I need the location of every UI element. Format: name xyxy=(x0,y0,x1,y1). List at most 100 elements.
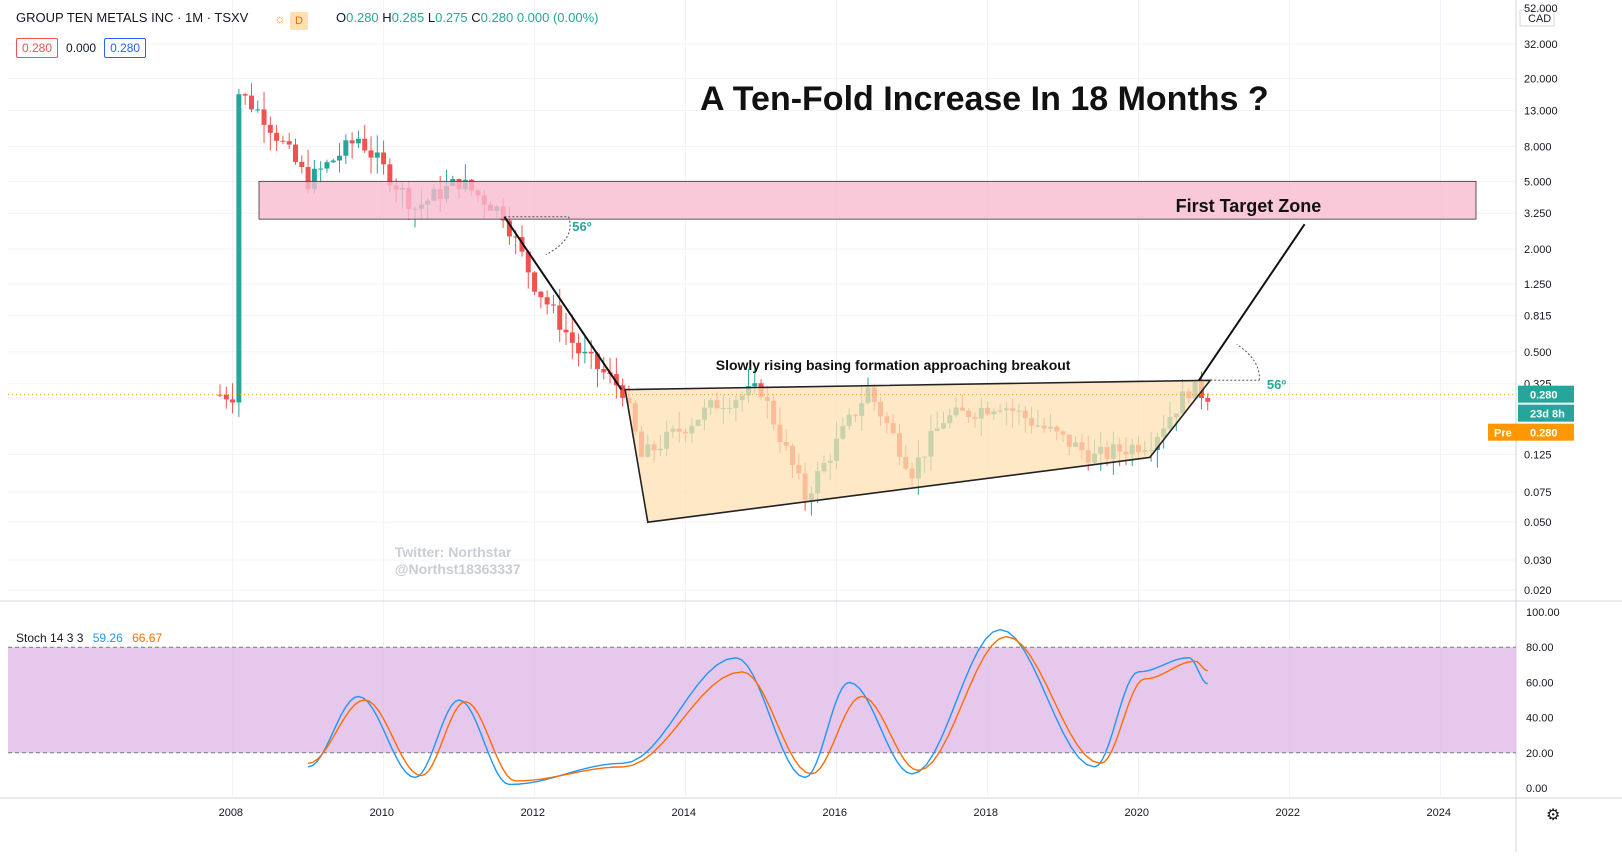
candle-body xyxy=(601,369,607,373)
candle-body xyxy=(387,164,393,186)
candle-body xyxy=(355,138,361,144)
candle xyxy=(525,250,531,289)
time-tick-label: 2010 xyxy=(370,807,394,819)
candle-body xyxy=(525,251,531,273)
price-tick-label: 0.125 xyxy=(1524,449,1552,461)
candle-body xyxy=(752,383,758,387)
market-session-icon: ☼ xyxy=(274,11,286,26)
candle-body xyxy=(337,155,343,161)
basing-formation[interactable] xyxy=(624,379,1212,524)
candle-body xyxy=(368,150,374,158)
candle-body xyxy=(620,385,626,398)
time-tick-label: 2008 xyxy=(219,807,243,819)
angle-label: 56º xyxy=(572,219,591,234)
stoch-band xyxy=(8,647,1516,753)
candle xyxy=(532,271,538,296)
candle-body xyxy=(280,140,286,142)
stoch-name[interactable]: Stoch 14 3 3 xyxy=(16,631,84,645)
candle xyxy=(337,143,343,173)
time-tick-label: 2014 xyxy=(672,807,696,819)
candle xyxy=(374,135,380,174)
price-tick-label: 13.000 xyxy=(1524,106,1558,118)
ask-box[interactable]: 0.280 xyxy=(104,38,147,58)
symbol-title[interactable]: GROUP TEN METALS INC · 1M · TSXV xyxy=(16,10,249,25)
low-value: 0.275 xyxy=(435,10,468,25)
angle-arc xyxy=(1236,343,1260,381)
open-value: 0.280 xyxy=(346,10,379,25)
bid-box[interactable]: 0.280 xyxy=(16,38,59,58)
candle-body xyxy=(594,353,600,370)
candle xyxy=(267,116,273,151)
candle xyxy=(569,314,575,360)
close-value: 0.280 xyxy=(480,10,514,25)
candle-body xyxy=(292,144,298,162)
candle-body xyxy=(538,291,544,298)
price-tick-label: 0.030 xyxy=(1524,555,1552,567)
stoch-tick-label: 60.00 xyxy=(1526,677,1554,689)
basing-label: Slowly rising basing formation approachi… xyxy=(716,357,1071,373)
stoch-d-value: 66.67 xyxy=(132,631,163,645)
spread-value: 0.000 xyxy=(66,41,97,55)
projection-line[interactable] xyxy=(1198,223,1306,381)
price-tick-label: 2.000 xyxy=(1524,244,1552,256)
price-tick-label: 20.000 xyxy=(1524,74,1558,86)
angle-label: 56º xyxy=(1267,377,1286,392)
countdown-badge xyxy=(1518,404,1574,422)
candle-body xyxy=(550,304,556,306)
price-tick-label: 0.815 xyxy=(1524,311,1552,323)
candle-body xyxy=(236,94,242,403)
high-value: 0.285 xyxy=(391,10,425,25)
candle-body xyxy=(569,332,575,343)
bid-ask-boxes: 0.280 0.000 0.280 xyxy=(16,38,147,58)
pre-label-badge xyxy=(1488,423,1518,441)
candle xyxy=(230,383,236,414)
candle xyxy=(242,92,248,105)
candle xyxy=(349,132,355,159)
candle-body xyxy=(248,95,254,110)
currency-box[interactable] xyxy=(1519,9,1555,27)
candle-body xyxy=(576,342,582,354)
stoch-tick-label: 0.00 xyxy=(1526,783,1547,795)
downtrend-line[interactable] xyxy=(503,216,623,391)
time-tick-label: 2018 xyxy=(974,807,998,819)
pre-price-value: 0.280 xyxy=(1530,428,1558,440)
stoch-tick-label: 80.00 xyxy=(1526,642,1554,654)
candle xyxy=(343,134,349,164)
price-tick-label: 52.000 xyxy=(1524,3,1558,15)
candle xyxy=(594,352,600,388)
price-tick-label: 0.500 xyxy=(1524,347,1552,359)
stoch-k-line[interactable] xyxy=(307,628,1208,786)
currency-label: CAD xyxy=(1528,13,1551,25)
candle xyxy=(236,88,242,417)
candle-body xyxy=(299,161,305,168)
candle-body xyxy=(563,329,569,333)
price-tick-label: 0.075 xyxy=(1524,487,1552,499)
price-tick-label: 8.000 xyxy=(1524,142,1552,154)
ohlc-legend: O0.280 H0.285 L0.275 C0.280 0.000 (0.00%… xyxy=(336,10,599,25)
candle xyxy=(223,386,229,409)
candle xyxy=(613,357,619,399)
candle-body xyxy=(1205,398,1211,402)
stoch-k-value: 59.26 xyxy=(92,631,123,645)
target-zone[interactable] xyxy=(258,180,1477,220)
candle-body xyxy=(343,140,349,156)
price-tick-label: 0.050 xyxy=(1524,517,1552,529)
candle xyxy=(280,135,286,145)
candle-body xyxy=(242,94,248,96)
candle-body xyxy=(318,168,324,170)
headline-annotation: A Ten-Fold Increase In 18 Months ? xyxy=(700,80,1269,118)
stoch-d-line[interactable] xyxy=(307,635,1208,782)
candle-body xyxy=(223,394,229,400)
resolution-badge[interactable]: D xyxy=(290,12,308,30)
candle xyxy=(274,125,280,151)
candle xyxy=(1205,393,1211,411)
candle xyxy=(355,130,361,149)
candle-body xyxy=(613,374,619,386)
candle-body xyxy=(557,305,563,330)
stoch-legend: Stoch 14 3 3 59.26 66.67 xyxy=(16,631,162,645)
candle xyxy=(292,138,298,165)
pre-label: Pre xyxy=(1494,428,1512,440)
candle-body xyxy=(255,109,261,111)
